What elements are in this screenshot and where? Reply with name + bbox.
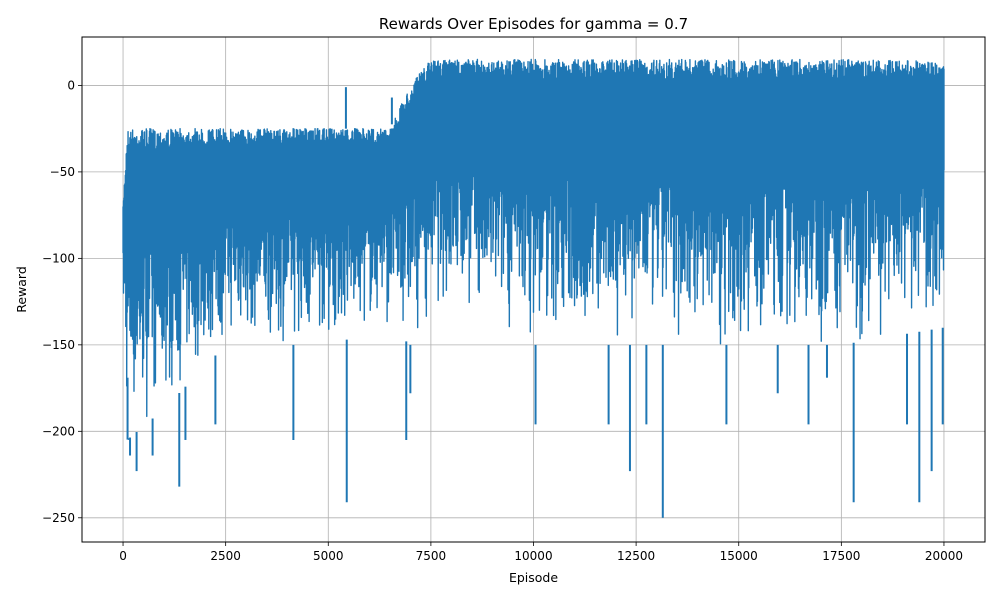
x-tick-label: 20000 (925, 549, 963, 563)
y-tick-label: −50 (50, 165, 75, 179)
x-tick-label: 7500 (416, 549, 447, 563)
series-reward-line (122, 58, 945, 518)
x-tick-label: 2500 (210, 549, 241, 563)
y-tick-label: −250 (42, 511, 75, 525)
y-axis-label: Reward (14, 266, 29, 313)
x-axis-label: Episode (509, 570, 558, 585)
y-tick-label: −100 (42, 251, 75, 265)
y-tick-label: −150 (42, 338, 75, 352)
x-tick-label: 15000 (720, 549, 758, 563)
axis-ticks: 0 2500 5000 7500 10000 12500 15000 17500 20000 0 −… (42, 78, 963, 563)
x-tick-label: 0 (119, 549, 127, 563)
x-tick-label: 10000 (514, 549, 552, 563)
x-tick-label: 17500 (822, 549, 860, 563)
reward-series-line (122, 58, 945, 418)
y-tick-label: 0 (67, 78, 75, 92)
y-tick-label: −200 (42, 424, 75, 438)
chart-title: Rewards Over Episodes for gamma = 0.7 (379, 15, 688, 33)
x-tick-label: 5000 (313, 549, 344, 563)
x-tick-label: 12500 (617, 549, 655, 563)
